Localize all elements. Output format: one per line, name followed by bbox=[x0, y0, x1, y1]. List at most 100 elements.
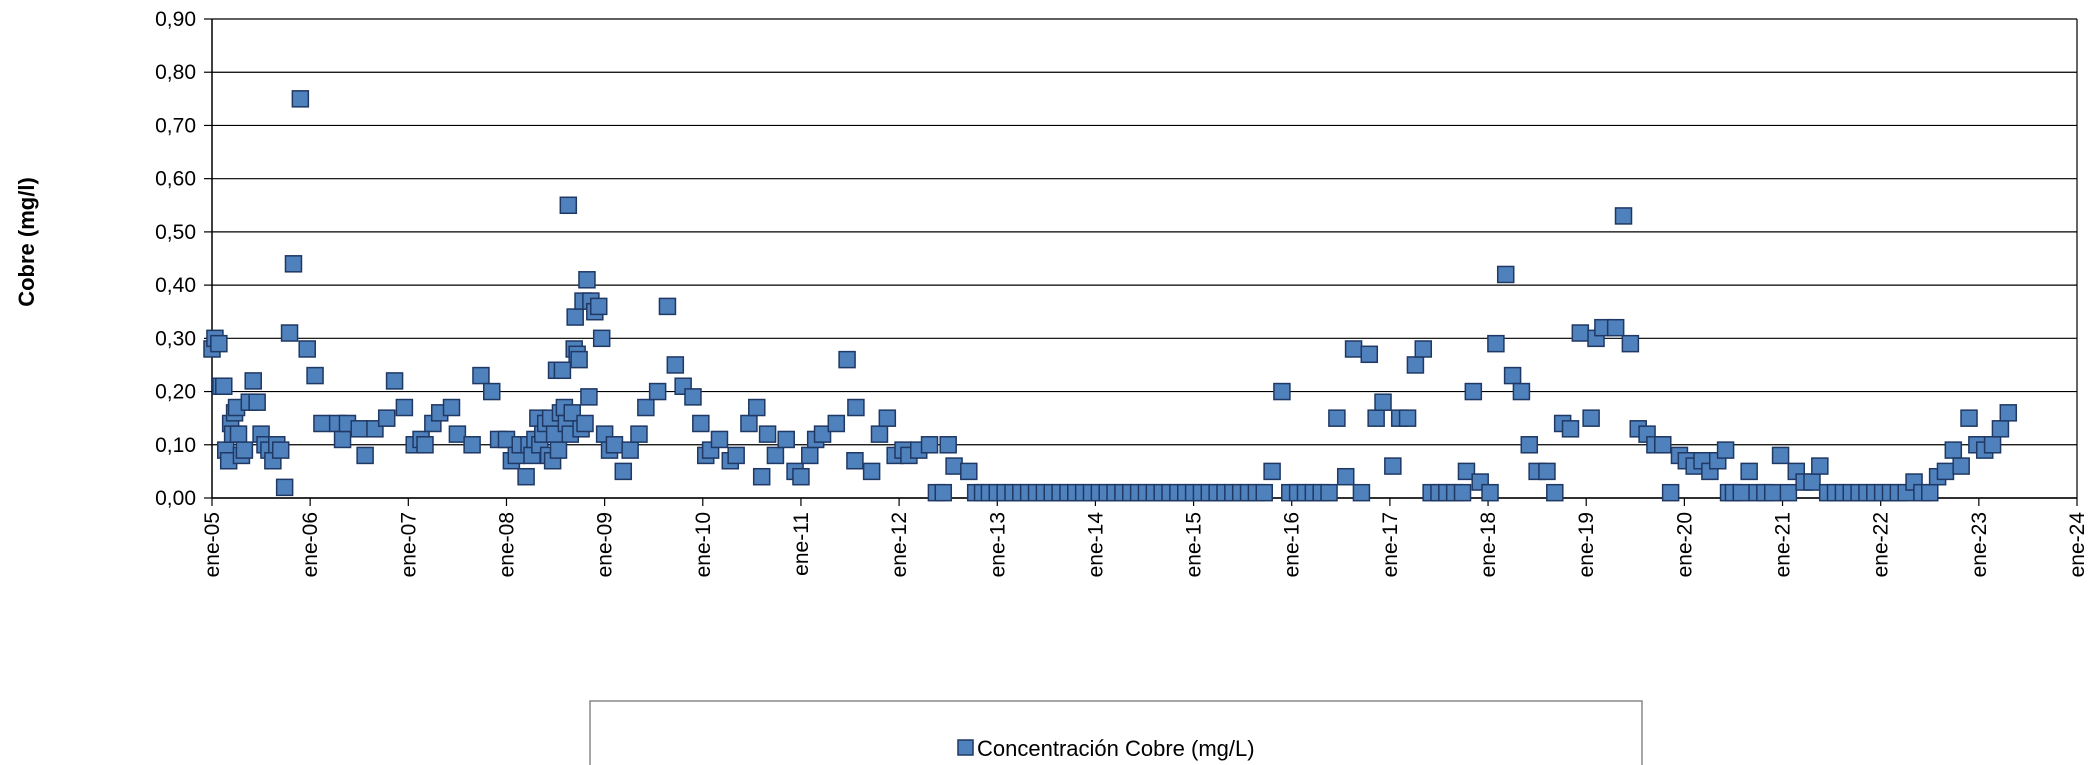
y-axis-label: Cobre (mg/l) bbox=[14, 177, 39, 307]
data-points bbox=[203, 90, 2018, 502]
data-point bbox=[1273, 382, 1291, 401]
x-tick-label: ene-10 bbox=[692, 512, 715, 577]
data-point bbox=[442, 398, 461, 417]
data-point bbox=[1944, 441, 1963, 459]
data-point bbox=[1740, 462, 1758, 481]
data-point bbox=[1320, 483, 1338, 502]
data-point bbox=[1936, 462, 1955, 481]
data-point bbox=[1614, 207, 1633, 225]
data-point bbox=[1328, 409, 1346, 427]
data-point bbox=[229, 425, 248, 443]
data-point bbox=[878, 409, 897, 427]
data-point bbox=[1344, 340, 1363, 358]
data-point bbox=[710, 430, 729, 449]
data-point bbox=[1360, 345, 1379, 364]
data-point bbox=[298, 340, 316, 358]
x-tick-label: ene-24 bbox=[2066, 512, 2089, 578]
data-point bbox=[1512, 382, 1531, 401]
data-point bbox=[1571, 324, 1590, 342]
data-point bbox=[870, 425, 889, 443]
data-point bbox=[960, 462, 978, 481]
data-point bbox=[563, 404, 581, 422]
data-point bbox=[271, 441, 290, 459]
y-tick-label: 0,90 bbox=[155, 8, 196, 31]
x-tick-label: ene-06 bbox=[299, 512, 322, 577]
legend-box bbox=[589, 700, 1643, 765]
data-point bbox=[1952, 457, 1970, 475]
data-point bbox=[648, 382, 667, 401]
data-point bbox=[385, 372, 404, 390]
x-tick-label: ene-21 bbox=[1772, 512, 1795, 577]
legend-marker bbox=[957, 739, 974, 756]
data-point bbox=[578, 271, 596, 289]
data-point bbox=[1367, 409, 1385, 427]
data-point bbox=[614, 462, 633, 481]
data-point bbox=[1661, 483, 1680, 502]
data-point bbox=[483, 382, 501, 401]
y-tick-label: 0,20 bbox=[155, 381, 196, 404]
data-point bbox=[1716, 441, 1735, 459]
x-tick-label: ene-23 bbox=[1968, 512, 1991, 577]
data-point bbox=[1732, 483, 1751, 502]
data-point bbox=[350, 420, 368, 438]
data-point bbox=[1487, 334, 1505, 353]
data-point bbox=[570, 350, 588, 369]
x-tick-label: ene-22 bbox=[1870, 512, 1893, 577]
y-tick-label: 0,80 bbox=[155, 61, 196, 84]
x-tick-label: ene-20 bbox=[1673, 512, 1696, 577]
data-point bbox=[1654, 436, 1672, 454]
data-point bbox=[463, 436, 481, 454]
data-point bbox=[1374, 393, 1392, 411]
x-tick-label: ene-07 bbox=[397, 512, 420, 577]
data-point bbox=[621, 441, 639, 459]
data-point bbox=[847, 398, 865, 417]
x-tick-label: ene-05 bbox=[201, 512, 224, 577]
data-point bbox=[1606, 318, 1625, 337]
y-tick-label: 0,50 bbox=[155, 221, 196, 244]
data-point bbox=[395, 398, 414, 417]
data-point bbox=[1803, 473, 1821, 491]
data-point bbox=[280, 324, 299, 342]
x-tick-label: ene-17 bbox=[1379, 512, 1402, 577]
y-tick-label: 0,40 bbox=[155, 274, 196, 297]
data-point bbox=[313, 414, 331, 433]
data-point bbox=[1255, 483, 1274, 502]
data-point bbox=[549, 441, 568, 459]
data-point bbox=[846, 451, 864, 470]
data-point bbox=[740, 414, 758, 433]
x-tick-label: ene-19 bbox=[1575, 512, 1598, 577]
data-point bbox=[1406, 356, 1425, 374]
data-point bbox=[1763, 483, 1782, 502]
data-point bbox=[934, 483, 953, 502]
data-point bbox=[1991, 420, 2010, 438]
data-point bbox=[1503, 366, 1522, 385]
data-point bbox=[210, 334, 228, 353]
data-point bbox=[448, 425, 467, 443]
data-point bbox=[472, 366, 490, 385]
data-point bbox=[416, 436, 434, 454]
x-tick-labels: ene-05 ene-06 ene-07 ene-08 ene-09 ene-10 ene-… bbox=[201, 512, 2089, 578]
data-point bbox=[592, 329, 611, 348]
x-tick-label: ene-12 bbox=[888, 512, 911, 577]
data-point bbox=[945, 457, 963, 475]
data-point bbox=[1520, 436, 1539, 454]
data-point bbox=[1546, 483, 1564, 502]
data-point bbox=[1538, 462, 1556, 481]
x-tick-label: ene-15 bbox=[1183, 512, 1206, 577]
data-point bbox=[758, 425, 777, 443]
data-point bbox=[1464, 382, 1483, 401]
data-point bbox=[248, 393, 266, 411]
data-point bbox=[605, 436, 624, 454]
data-point bbox=[838, 350, 856, 369]
data-point bbox=[939, 436, 957, 454]
axes bbox=[204, 18, 2078, 506]
x-tick-label: ene-13 bbox=[986, 512, 1009, 577]
data-point bbox=[666, 356, 685, 374]
data-point bbox=[792, 467, 810, 486]
x-tick-label: ene-08 bbox=[495, 512, 518, 577]
data-point bbox=[1811, 457, 1829, 475]
data-point bbox=[1453, 483, 1472, 502]
data-point bbox=[284, 255, 303, 273]
data-point bbox=[580, 388, 598, 406]
data-point bbox=[377, 409, 396, 427]
